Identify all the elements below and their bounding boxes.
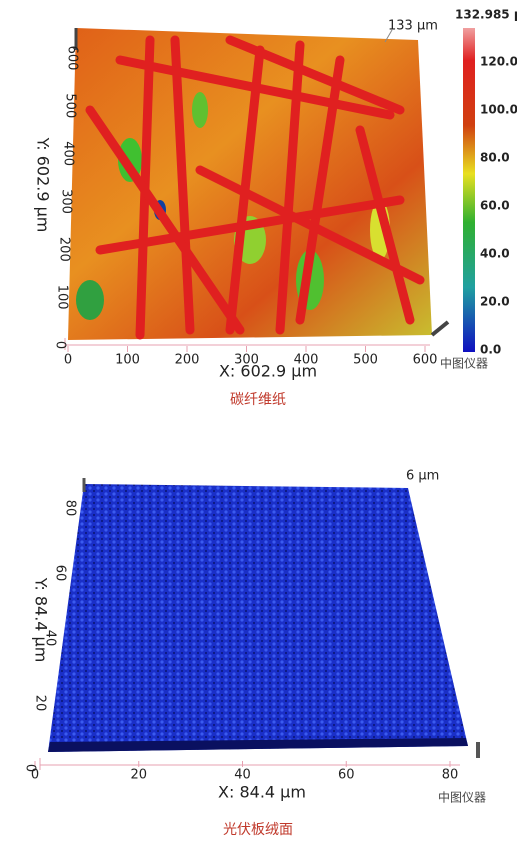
x-tick-label: 40 <box>234 768 251 783</box>
y-tick-label: 60 <box>53 565 68 582</box>
colorbar-tick-label: 80.0 <box>480 151 510 165</box>
surface-2 <box>48 478 480 758</box>
y-axis-label: Y: 602.9 µm <box>34 137 53 233</box>
colorbar-tick-label: 100.0 <box>480 103 517 117</box>
x-tick-label: 500 <box>353 353 378 368</box>
y-tick-label: 0 <box>23 764 38 772</box>
x-tick-label: 400 <box>294 353 319 368</box>
grid-2 <box>39 758 460 770</box>
colorbar-tick-label: 60.0 <box>480 199 510 213</box>
x-tick-label: 100 <box>115 353 140 368</box>
x-tick-label: 0 <box>31 768 39 783</box>
y-tick-label: 40 <box>43 630 58 647</box>
y-tick-label: 20 <box>33 695 48 712</box>
colorbar <box>463 28 475 352</box>
x-tick-label: 20 <box>130 768 147 783</box>
y-tick-label: 100 <box>55 285 70 310</box>
y-axis-label: Y: 84.4 µm <box>32 577 51 663</box>
z-max-label: 6 µm <box>406 469 439 484</box>
watermark: 中图仪器 <box>438 790 486 805</box>
y-tick-label: 0 <box>53 341 68 349</box>
grid-1 <box>64 338 430 350</box>
y-tick-label: 300 <box>59 189 74 214</box>
colorbar-tick-label: 40.0 <box>480 247 510 261</box>
x-tick-label: 600 <box>413 353 438 368</box>
colorbar-max: 132.985 µm <box>455 8 517 22</box>
watermark: 中图仪器 <box>440 356 488 371</box>
caption: 碳纤维纸 <box>230 392 286 408</box>
x-axis-label: X: 602.9 µm <box>219 362 317 381</box>
x-tick-label: 0 <box>64 353 72 368</box>
surface-1 <box>68 28 450 340</box>
z-max-label: 133 µm <box>388 19 438 34</box>
x-tick-label: 60 <box>338 768 355 783</box>
x-axis-label: X: 84.4 µm <box>218 783 306 802</box>
colorbar-tick-label: 120.0 <box>480 55 517 69</box>
y-tick-label: 80 <box>63 500 78 517</box>
y-tick-label: 500 <box>63 93 78 118</box>
x-tick-label: 80 <box>442 768 459 783</box>
x-tick-label: 200 <box>175 353 200 368</box>
y-tick-label: 600 <box>65 46 80 71</box>
x-tick-label: 300 <box>234 353 259 368</box>
colorbar-tick-label: 20.0 <box>480 295 510 309</box>
y-tick-label: 200 <box>57 237 72 262</box>
y-tick-label: 400 <box>61 141 76 166</box>
colorbar-tick-label: 0.0 <box>480 343 501 357</box>
caption: 光伏板绒面 <box>223 822 293 838</box>
